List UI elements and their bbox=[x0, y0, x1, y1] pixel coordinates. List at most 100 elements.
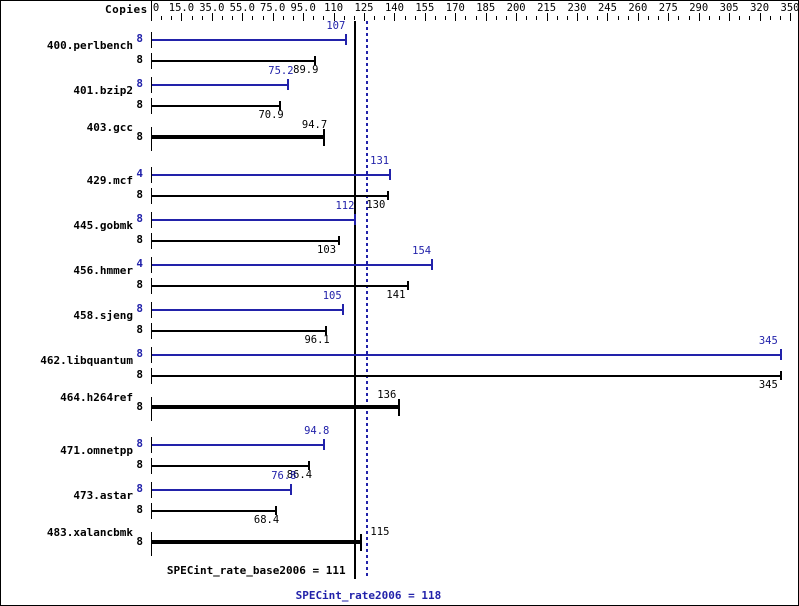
axis-tick-label: 125 bbox=[354, 2, 374, 14]
axis-tick-minor bbox=[201, 16, 203, 20]
bar-origin-tick bbox=[151, 347, 152, 363]
axis-tick-minor bbox=[506, 16, 507, 20]
bar-end-cap bbox=[354, 214, 357, 225]
axis-tick-major bbox=[577, 13, 578, 21]
axis-tick-major bbox=[181, 13, 183, 21]
x-axis: 0 15.0 35.0 55.0 75.0 95.0 110 125 140 155 170 185 2… bbox=[151, 1, 798, 23]
base-bar bbox=[152, 105, 281, 107]
peak-bar bbox=[152, 309, 343, 311]
copies-value: 8 bbox=[136, 458, 143, 471]
axis-tick-major bbox=[607, 13, 609, 21]
base-bar bbox=[152, 135, 324, 139]
axis-tick-major bbox=[364, 13, 365, 21]
axis-tick-label: 230 bbox=[567, 2, 587, 14]
axis-tick-minor bbox=[556, 16, 558, 20]
copies-value: 8 bbox=[136, 347, 143, 360]
axis-tick-major bbox=[698, 13, 700, 21]
bar-origin-tick bbox=[151, 532, 152, 556]
axis-tick-major bbox=[546, 13, 548, 21]
bar-end-cap bbox=[389, 169, 392, 180]
axis-tick-minor bbox=[597, 16, 599, 20]
benchmark-row: 456.hmmer 4 154 8 141 bbox=[1, 245, 798, 301]
axis-tick-major bbox=[424, 13, 426, 21]
bar-end-cap bbox=[359, 534, 362, 551]
peak-bar bbox=[152, 39, 347, 41]
bar-origin-tick bbox=[151, 503, 152, 519]
axis-tick-minor bbox=[475, 16, 477, 20]
axis-tick-major bbox=[151, 13, 152, 21]
benchmark-row: 401.bzip2 8 75.2 8 70.9 bbox=[1, 65, 798, 121]
axis-tick-major bbox=[485, 13, 487, 21]
bar-origin-tick bbox=[151, 437, 152, 453]
axis-tick-major bbox=[668, 13, 670, 21]
base-bar bbox=[152, 330, 327, 332]
axis-tick-minor bbox=[262, 16, 264, 20]
benchmark-name: 445.gobmk bbox=[73, 219, 133, 232]
bar-value-label: 94.8 bbox=[304, 425, 330, 437]
bar-end-cap bbox=[287, 79, 290, 90]
bar-origin-tick bbox=[151, 257, 152, 273]
bar-end-cap bbox=[779, 371, 782, 380]
benchmark-name: 471.omnetpp bbox=[60, 444, 133, 457]
axis-tick-minor bbox=[293, 16, 294, 20]
axis-tick-label: 55.0 bbox=[229, 2, 255, 14]
bar-end-cap bbox=[322, 129, 325, 146]
bar-end-cap bbox=[398, 399, 401, 416]
benchmark-row: 473.astar 8 76.8 8 68.4 bbox=[1, 470, 798, 526]
benchmark-name: 401.bzip2 bbox=[73, 84, 133, 97]
copies-value: 8 bbox=[136, 323, 143, 336]
bar-value-label: 105 bbox=[322, 290, 342, 302]
axis-tick-major bbox=[242, 13, 244, 21]
bar-value-label: 141 bbox=[386, 289, 406, 301]
base-bar bbox=[152, 465, 309, 467]
bar-value-label: 130 bbox=[366, 199, 386, 211]
benchmark-name: 403.gcc bbox=[86, 121, 133, 134]
bar-value-label: 76.8 bbox=[271, 470, 297, 482]
bar-value-label: 86.4 bbox=[286, 469, 313, 481]
copies-value: 8 bbox=[136, 188, 143, 201]
copies-value: 4 bbox=[136, 257, 143, 270]
axis-tick-minor bbox=[719, 16, 720, 20]
axis-tick-label: 35.0 bbox=[199, 2, 225, 14]
peak-bar bbox=[152, 354, 781, 356]
axis-tick-minor bbox=[708, 16, 710, 20]
bar-value-label: 103 bbox=[317, 244, 337, 256]
bar-origin-tick bbox=[151, 397, 152, 421]
bar-end-cap bbox=[341, 304, 344, 315]
peak-bar bbox=[152, 219, 356, 221]
axis-tick-minor bbox=[627, 16, 629, 20]
benchmark-name: 429.mcf bbox=[86, 174, 133, 187]
bar-value-label: 345 bbox=[758, 335, 778, 347]
copies-value: 8 bbox=[136, 77, 143, 90]
copies-value: 8 bbox=[136, 302, 143, 315]
base-bar bbox=[152, 240, 340, 242]
benchmark-row: 458.sjeng 8 105 8 96.1 bbox=[1, 290, 798, 346]
axis-tick-minor bbox=[171, 16, 173, 20]
base-bar bbox=[152, 60, 316, 62]
copies-value: 8 bbox=[136, 212, 143, 225]
axis-tick-minor bbox=[161, 16, 163, 20]
axis-tick-label: 155 bbox=[415, 2, 435, 14]
bar-value-label: 112 bbox=[335, 200, 355, 212]
peak-bar bbox=[152, 489, 292, 491]
axis-origin-line bbox=[151, 1, 152, 21]
axis-tick-major bbox=[759, 13, 761, 21]
bar-end-cap bbox=[307, 461, 310, 470]
bar-origin-tick bbox=[151, 458, 152, 474]
axis-tick-minor bbox=[414, 16, 416, 20]
axis-tick-minor bbox=[526, 16, 528, 20]
bar-end-cap bbox=[274, 506, 277, 515]
axis-tick-minor bbox=[404, 16, 406, 20]
bar-value-label: 345 bbox=[758, 379, 778, 391]
axis-tick-label: 75.0 bbox=[260, 2, 286, 14]
benchmark-row: 483.xalancbmk 8 115 bbox=[1, 520, 798, 565]
axis-tick-minor bbox=[445, 16, 447, 20]
bar-end-cap bbox=[431, 259, 434, 270]
axis-tick-label: 275 bbox=[658, 2, 678, 14]
copies-value: 8 bbox=[136, 503, 143, 516]
axis-tick-minor bbox=[779, 16, 781, 20]
bar-origin-tick bbox=[151, 188, 152, 204]
bar-origin-tick bbox=[151, 278, 152, 294]
bar-end-cap bbox=[338, 236, 341, 245]
